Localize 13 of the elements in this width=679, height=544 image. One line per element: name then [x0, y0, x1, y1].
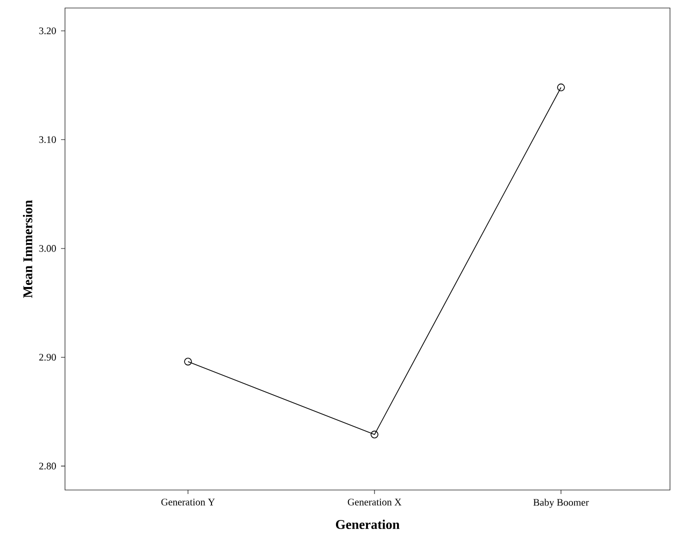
y-tick-label: 3.10: [39, 136, 56, 144]
x-axis-title: Generation: [336, 520, 400, 530]
y-tick-label: 3.00: [39, 245, 56, 252]
y-tick-label: 2.80: [39, 462, 56, 470]
x-tick-label: Generation Y: [161, 498, 215, 506]
y-tick-label: 2.90: [39, 354, 56, 361]
point: [557, 84, 565, 92]
y-axis-title: Mean Immersion: [22, 200, 32, 298]
x-tick-label: Generation X: [348, 498, 402, 506]
point: [370, 430, 378, 438]
x-tick-label: Baby Boomer: [533, 498, 589, 508]
y-tick-label: 3.20: [39, 27, 56, 34]
point: [184, 358, 192, 366]
